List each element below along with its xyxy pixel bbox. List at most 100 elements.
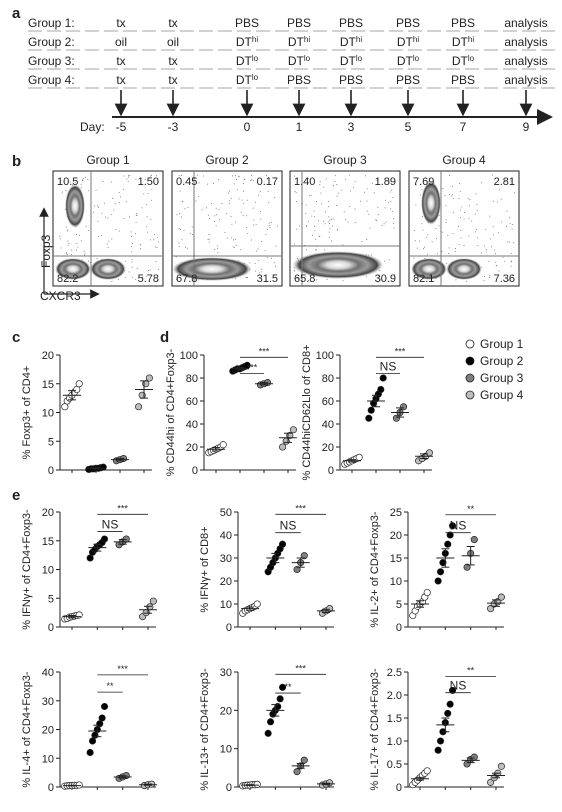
event-dot [319,183,321,185]
treatment-cell: DThi [340,35,362,50]
flow-x-axis-label: CXCR3 [40,289,81,303]
event-dot [445,219,447,221]
panel-c-letter: c [12,329,20,346]
y-tick-label: 20 [42,507,54,519]
legend-label: Group 1 [480,337,524,351]
event-dot [484,276,486,278]
event-dot [336,195,338,197]
event-dot [455,279,457,281]
y-tick-label: 20 [186,442,198,454]
event-dot [389,191,391,193]
event-dot [203,175,205,177]
event-dot [345,178,347,180]
event-dot [226,212,228,214]
event-dot [261,240,263,242]
event-dot [384,260,386,262]
event-dot [265,233,267,235]
flow-y-axis-label: Foxp3 [39,234,53,268]
data-point [75,781,83,789]
flow-plot-title: Group 4 [442,153,486,167]
y-axis-label: % IL-17+ of CD4+Foxp3- [369,668,381,791]
y-tick-label: 50 [220,507,232,519]
group-row-label: Group 2: [28,35,75,49]
event-dot [75,233,77,235]
event-dot [496,201,498,203]
event-dot [131,266,133,268]
event-dot [308,280,310,282]
event-dot [243,190,245,192]
event-dot [68,243,70,245]
y-tick-label: 15 [42,379,54,391]
event-dot [78,234,80,236]
data-point [75,380,83,388]
quadrant-lower-right-value: 30.9 [375,273,396,285]
event-dot [294,175,296,177]
event-dot [260,218,262,220]
event-dot [413,229,415,231]
event-dot [321,203,323,205]
event-dot [328,221,330,223]
significance-label: ** [284,682,292,692]
event-dot [275,245,277,247]
y-tick-label: 20 [42,725,54,737]
event-dot [118,202,120,204]
event-dot [494,261,496,263]
event-dot [335,205,337,207]
day-tick-label: 9 [523,120,530,134]
event-dot [255,223,257,225]
event-dot [76,242,78,244]
event-dot [485,249,487,251]
data-point [278,683,287,691]
event-dot [452,233,454,235]
event-dot [265,175,267,177]
event-dot [435,238,437,240]
event-dot [258,194,260,196]
y-tick-label: 60 [186,396,198,408]
event-dot [341,189,343,191]
event-dot [214,215,216,217]
event-dot [359,200,361,202]
event-dot [80,187,82,189]
data-point [278,540,287,548]
event-dot [330,218,332,220]
event-dot [254,262,256,264]
event-dot [102,181,104,183]
panel-b-flow-plots: Foxp3 CXCR3 Group 1 10.5 1.50 82.2 5.78 Group… [39,153,520,303]
event-dot [373,192,375,194]
data-point [400,403,408,411]
event-dot [366,188,368,190]
data-point [300,552,308,560]
event-dot [337,192,339,194]
event-dot [460,237,462,239]
event-dot [214,249,216,251]
event-dot [252,180,254,182]
event-dot [259,190,261,192]
data-point [145,374,153,382]
event-dot [419,194,421,196]
event-dot [257,248,259,250]
event-dot [155,261,157,263]
significance-label: ** [467,666,475,676]
event-dot [244,178,246,180]
scatter-chart-c: 0 5 10 15 20 % Foxp3+ of CD4+ [21,350,153,477]
event-dot [156,279,158,281]
event-dot [390,201,392,203]
event-dot [221,202,223,204]
data-point [367,406,375,414]
event-dot [490,246,492,248]
event-dot [111,181,113,183]
event-dot [67,230,69,232]
treatment-cell: DTlo [452,54,475,69]
significance-label: NS [450,679,467,693]
event-dot [446,262,448,264]
significance-label: ** [106,681,114,691]
event-dot [125,260,127,262]
event-dot [231,237,233,239]
event-dot [381,224,383,226]
event-dot [65,177,67,179]
quadrant-upper-right-value: 1.89 [375,176,396,188]
event-dot [255,201,257,203]
event-dot [477,237,479,239]
event-dot [385,199,387,201]
y-axis-label: % IL-13+ of CD4+Foxp3- [199,668,211,791]
